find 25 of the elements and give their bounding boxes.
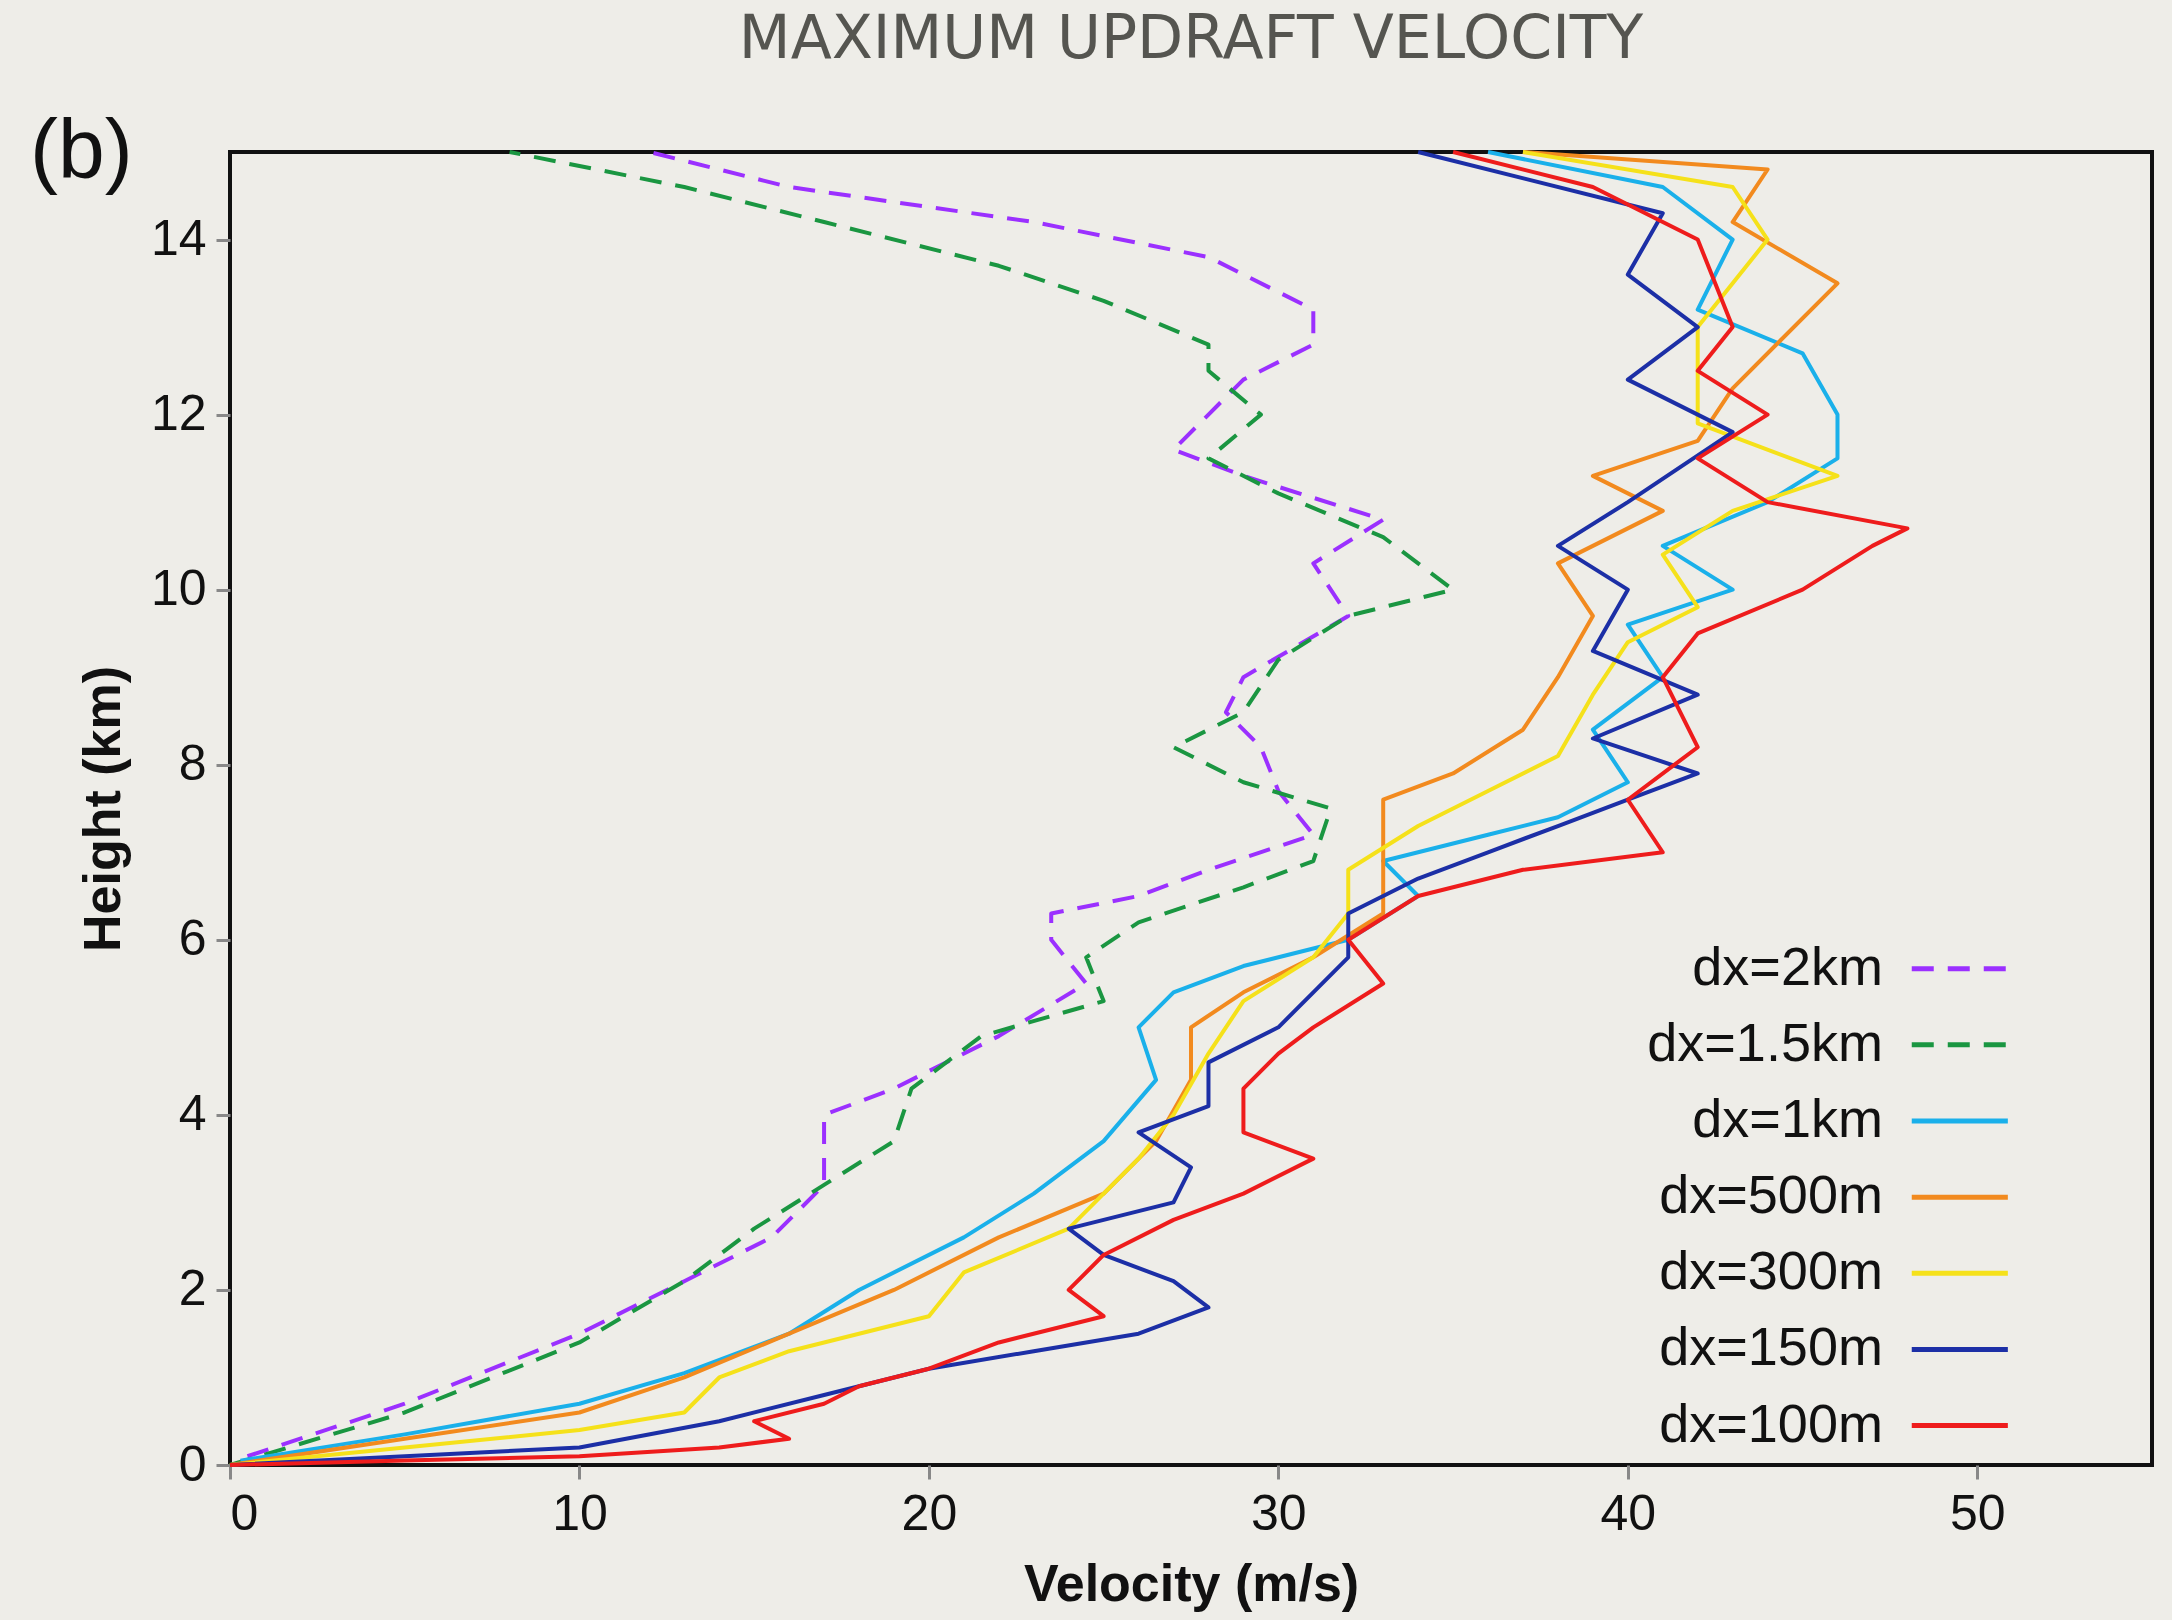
y-tick-label: 2 — [178, 1260, 207, 1317]
y-axis-title: Height (km) — [72, 666, 131, 952]
y-tick-label: 6 — [178, 910, 207, 967]
y-tick-label: 12 — [150, 385, 207, 442]
legend-label: dx=150m — [1659, 1316, 1883, 1377]
x-tick-label: 40 — [1600, 1484, 1657, 1541]
legend-label: dx=2km — [1692, 935, 1883, 996]
legend-label: dx=100m — [1659, 1392, 1883, 1453]
chart-title: MAXIMUM UPDRAFT VELOCITY — [738, 2, 1644, 72]
x-axis-title: Velocity (m/s) — [1023, 1553, 1360, 1612]
y-tick-label: 10 — [150, 560, 207, 617]
x-tick-label: 20 — [901, 1484, 958, 1541]
legend-label: dx=1km — [1692, 1087, 1883, 1148]
legend-label: dx=500m — [1659, 1164, 1883, 1225]
x-tick-label: 10 — [552, 1484, 608, 1541]
x-tick-label: 50 — [1949, 1484, 2006, 1541]
y-tick-label: 8 — [178, 735, 207, 792]
x-tick-label: 30 — [1251, 1484, 1307, 1541]
text: (b) — [30, 102, 133, 196]
y-tick-label: 14 — [150, 210, 207, 267]
legend-label: dx=1.5km — [1647, 1011, 1883, 1072]
y-tick-label: 4 — [178, 1085, 207, 1142]
y-tick-label: 0 — [178, 1435, 207, 1492]
x-tick-label: 0 — [230, 1484, 259, 1541]
legend-label: dx=300m — [1659, 1240, 1883, 1301]
